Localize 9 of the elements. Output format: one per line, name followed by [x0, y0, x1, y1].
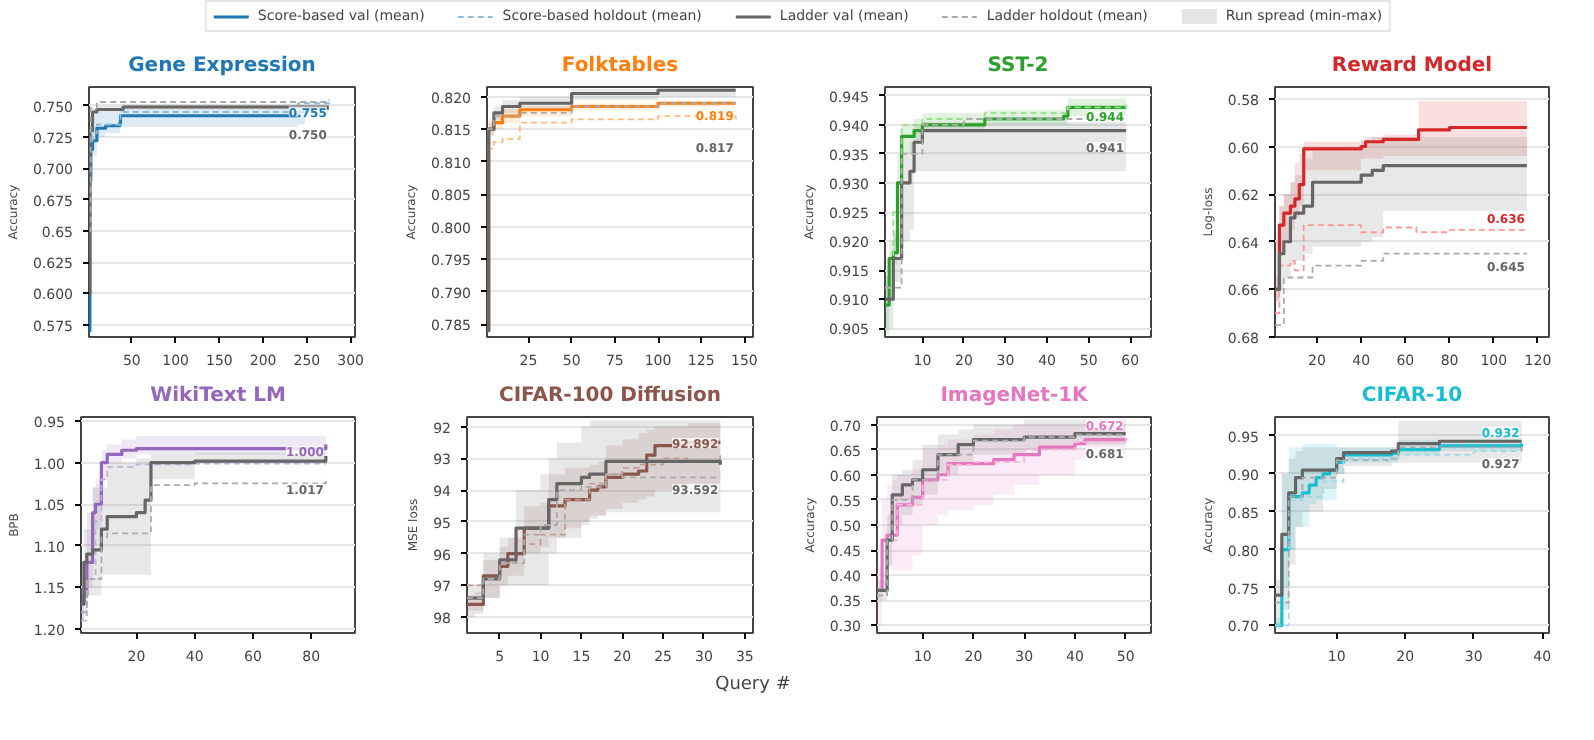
chart-title: CIFAR-100 Diffusion: [498, 385, 722, 407]
chart-title: ImageNet-1K: [940, 385, 1091, 407]
chart-title: Folktables: [561, 55, 679, 77]
x-axis-title: Query #: [715, 675, 791, 695]
chart-title: CIFAR-10: [1361, 385, 1463, 407]
chart-title: Gene Expression: [128, 55, 316, 77]
chart-title: WikiText LM: [150, 385, 286, 407]
chart-title: SST-2: [987, 55, 1049, 77]
chart-title: Reward Model: [1331, 55, 1493, 77]
